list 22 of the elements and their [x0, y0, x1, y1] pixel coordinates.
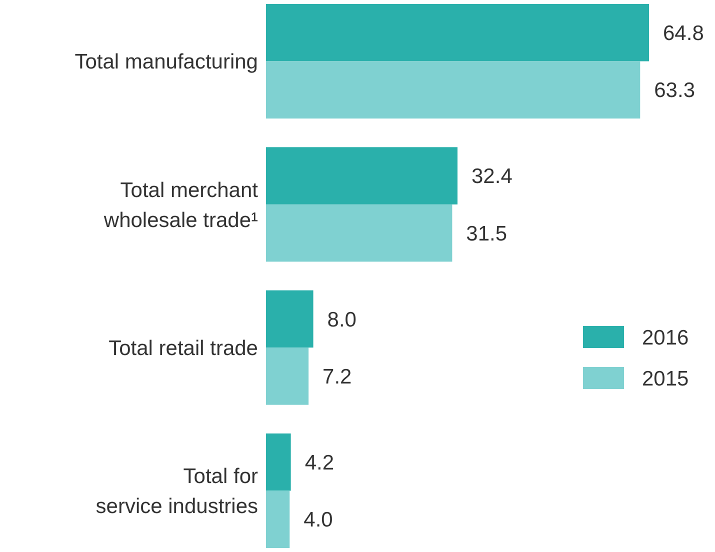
bar — [266, 61, 640, 119]
bar — [266, 433, 291, 491]
data-label: 8.0 — [327, 308, 356, 332]
y-tick-label: Total for service industries — [96, 465, 258, 518]
bar — [266, 204, 452, 262]
data-label: 4.2 — [304, 451, 334, 474]
y-tick-label: Total manufacturing — [74, 50, 258, 74]
bar — [266, 4, 649, 62]
data-label: 7.2 — [322, 366, 352, 389]
data-label: 63.3 — [654, 79, 696, 102]
legend-label: 2015 — [642, 367, 689, 390]
legend-label: 2016 — [642, 326, 689, 350]
bar — [266, 147, 458, 204]
data-label: 32.4 — [472, 165, 513, 188]
y-tick-label: Total merchant wholesale trade¹ — [102, 178, 258, 232]
data-label: 64.8 — [663, 22, 704, 45]
data-label: 31.5 — [466, 222, 508, 246]
bar — [266, 348, 309, 405]
y-tick-label: Total retail trade — [108, 336, 258, 360]
data-label: 4.0 — [304, 508, 333, 532]
bar — [266, 490, 290, 548]
bar — [266, 290, 314, 348]
